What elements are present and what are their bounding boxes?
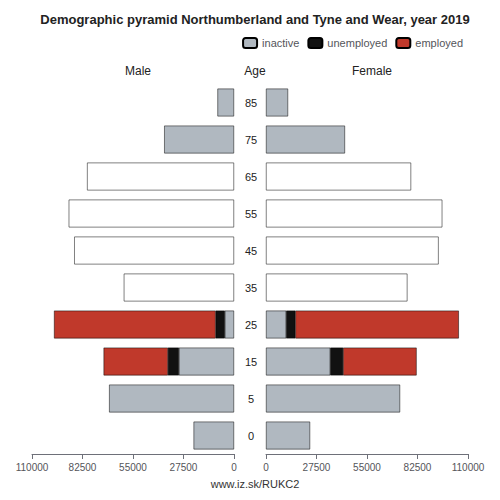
- svg-text:55000: 55000: [119, 462, 147, 473]
- svg-text:82500: 82500: [69, 462, 97, 473]
- svg-text:5: 5: [248, 393, 254, 405]
- svg-text:inactive: inactive: [262, 37, 299, 49]
- svg-text:unemployed: unemployed: [327, 37, 387, 49]
- svg-text:25: 25: [245, 319, 257, 331]
- svg-text:65: 65: [245, 171, 257, 183]
- svg-text:Female: Female: [352, 64, 392, 78]
- svg-text:www.iz.sk/RUKC2: www.iz.sk/RUKC2: [210, 478, 300, 490]
- svg-text:Demographic pyramid Northumber: Demographic pyramid Northumberland and T…: [40, 12, 469, 27]
- svg-text:15: 15: [245, 356, 257, 368]
- svg-text:35: 35: [245, 282, 257, 294]
- svg-text:110000: 110000: [16, 462, 49, 473]
- svg-text:110000: 110000: [452, 462, 485, 473]
- svg-text:Age: Age: [244, 64, 266, 78]
- svg-text:27500: 27500: [170, 462, 198, 473]
- svg-text:0: 0: [231, 462, 237, 473]
- svg-text:0: 0: [263, 462, 269, 473]
- svg-text:55000: 55000: [353, 462, 381, 473]
- svg-text:85: 85: [245, 97, 257, 109]
- svg-text:82500: 82500: [404, 462, 432, 473]
- svg-text:0: 0: [248, 430, 254, 442]
- svg-text:45: 45: [245, 245, 257, 257]
- svg-text:75: 75: [245, 134, 257, 146]
- svg-text:27500: 27500: [303, 462, 331, 473]
- svg-text:55: 55: [245, 208, 257, 220]
- svg-text:employed: employed: [415, 37, 463, 49]
- svg-text:Male: Male: [125, 64, 151, 78]
